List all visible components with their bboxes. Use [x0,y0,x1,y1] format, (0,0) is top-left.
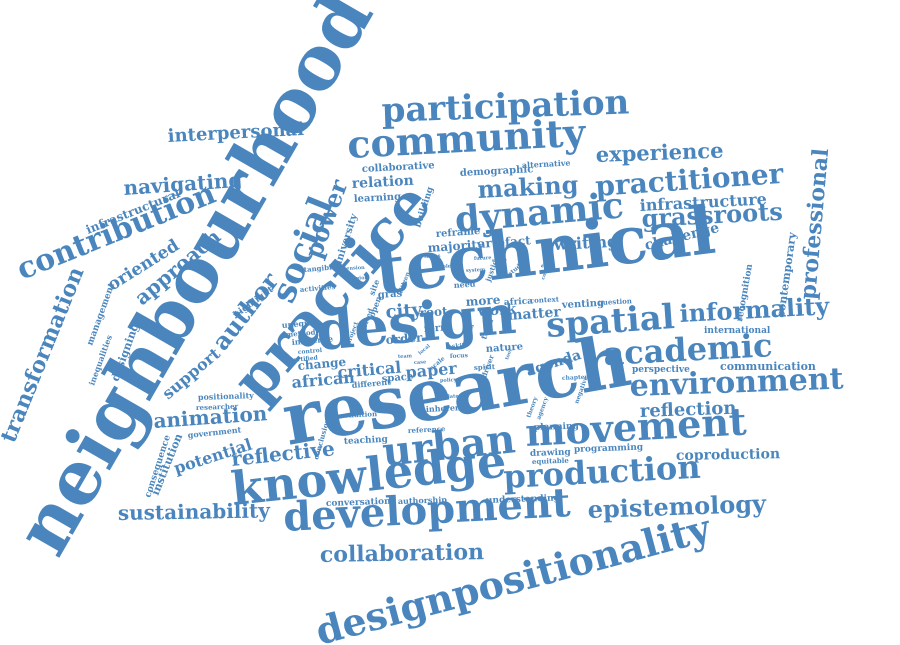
word: paper [405,359,458,382]
word: method [285,327,316,339]
word: system [466,267,486,274]
word: form [423,322,451,335]
word: influence [291,333,333,347]
word: drawing [530,448,572,459]
word: collaborative [362,160,435,175]
word: work [476,301,517,320]
word: positionality [198,390,255,402]
word: epistemology [587,489,767,524]
word: experience [595,138,724,167]
word: equitable [532,456,570,466]
word: sustainability [118,498,272,525]
word: alternative [522,157,571,170]
word: international [704,326,771,336]
word: root [419,304,448,320]
word: communication [720,360,816,373]
word: professional [795,147,834,300]
word: spatial [545,297,676,346]
word: authorship [398,494,448,506]
word: certified [290,355,319,364]
word: making [477,170,580,204]
word: context [530,294,560,305]
word: latest [448,393,465,400]
word: unequal [281,317,318,330]
word: gras [377,288,402,301]
word: africa [504,296,534,308]
word: need [453,278,476,290]
word: programming [574,443,644,455]
word: demographic [460,164,534,179]
word: control [298,347,323,356]
word: coproduction [676,446,780,464]
word: reference [408,424,447,435]
word: condition [340,409,378,420]
word: tension [344,265,365,272]
word: question [598,296,632,307]
word: writing [552,232,618,254]
word: chapter [562,374,589,382]
word: participation [381,82,630,131]
word: venting [561,298,605,311]
word: focus [450,352,469,360]
word: tool [504,348,513,360]
word: reflection [639,398,736,422]
word: more [465,293,501,309]
word: activities [299,282,335,294]
word: relation [351,173,414,192]
word: team [398,353,413,360]
word: order [385,330,423,347]
word: skill [452,342,467,350]
word: space [381,371,413,385]
word: understanding [486,493,561,506]
word: academic [602,326,773,373]
word: tangible [303,262,337,274]
word: environment [629,362,844,404]
word: reframe [435,226,480,240]
word: majority [427,237,485,255]
word: collaboration [320,539,485,568]
word: city [385,299,423,323]
word: informality [679,291,831,328]
word: change [297,355,347,373]
word: role [440,263,451,270]
word: spirit [474,362,496,372]
word: perspective [632,365,690,375]
word: learning [354,192,402,205]
word: idea [466,323,476,337]
word: nature [485,341,523,355]
word: series [424,253,441,260]
word: conversation [326,497,392,509]
word: artefact [477,233,531,251]
word: teaching [344,435,389,447]
word: inherent [426,402,465,414]
word: matter [507,304,562,324]
word: region [350,275,369,282]
word: policy [440,377,458,384]
word: different [351,377,391,390]
word: stake [492,257,507,264]
word: researcher [196,402,239,412]
word: future [474,255,492,262]
word: case [414,359,427,366]
word: planning [534,421,580,433]
